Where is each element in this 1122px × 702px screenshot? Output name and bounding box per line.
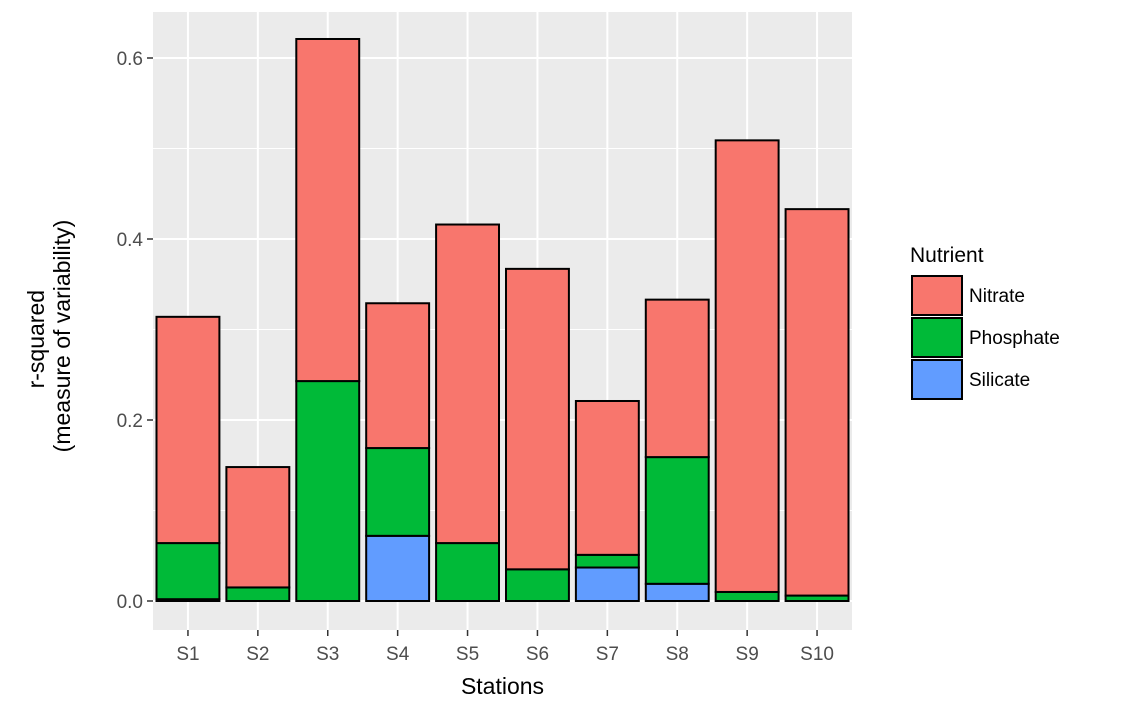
legend-label-phosphate: Phosphate: [969, 328, 1060, 349]
x-tick-label-s6: S6: [526, 644, 549, 665]
x-tick-label-s8: S8: [666, 644, 689, 665]
legend-label-nitrate: Nitrate: [969, 286, 1025, 307]
bar-segment-phosphate-s7: [574, 553, 640, 569]
x-tick-label-s2: S2: [246, 644, 269, 665]
bar-segment-phosphate-s8: [644, 456, 710, 585]
legend-label-silicate: Silicate: [969, 370, 1030, 391]
x-tick-label-s9: S9: [736, 644, 759, 665]
bar-segment-nitrate-s3: [295, 37, 361, 383]
bar-segment-nitrate-s10: [784, 208, 850, 597]
bar-segment-phosphate-s6: [504, 568, 570, 603]
bar-segment-phosphate-s2: [225, 586, 291, 602]
x-tick-label-s4: S4: [386, 644, 410, 665]
bar-segment-phosphate-s3: [295, 380, 361, 602]
bar-segment-phosphate-s5: [435, 542, 501, 603]
bar-segment-nitrate-s1: [155, 315, 221, 545]
bar-segment-nitrate-s6: [504, 267, 570, 571]
bar-segment-phosphate-s9: [714, 590, 780, 603]
bar-segment-nitrate-s9: [714, 139, 780, 593]
bar-segment-nitrate-s5: [435, 223, 501, 545]
y-axis-title-line-1: r-squared: [23, 290, 49, 388]
x-tick-label-s7: S7: [596, 644, 619, 665]
y-tick-label: 0.2: [117, 411, 143, 432]
bar-segment-nitrate-s2: [225, 466, 291, 589]
bar-segment-silicate-s8: [644, 582, 710, 602]
bar-segment-nitrate-s7: [574, 399, 640, 556]
legend: Nutrient Nitrate Phosphate Silicate: [910, 244, 1060, 400]
bar-segment-silicate-s7: [574, 566, 640, 603]
legend-key-phosphate: [911, 317, 963, 358]
x-axis-title: Stations: [461, 673, 544, 699]
legend-key-silicate: [911, 359, 963, 400]
bar-segment-phosphate-s4: [365, 447, 431, 537]
y-axis-title-line-2: (measure of variability): [49, 220, 75, 453]
x-tick-label-s3: S3: [316, 644, 339, 665]
y-tick-label: 0.6: [117, 49, 143, 70]
y-tick-label: 0.4: [117, 230, 144, 251]
y-tick-label: 0.0: [117, 592, 143, 613]
x-axis: S1 S2 S3 S4 S5 S6 S7 S8 S9 S10: [176, 630, 834, 665]
bar-segment-nitrate-s4: [365, 302, 431, 450]
x-tick-label-s5: S5: [456, 644, 479, 665]
y-axis-title: r-squared (measure of variability): [23, 220, 75, 453]
bar-segment-nitrate-s8: [644, 298, 710, 459]
x-tick-label-s1: S1: [176, 644, 199, 665]
bars-group: [155, 37, 850, 603]
x-tick-label-s10: S10: [800, 644, 834, 665]
y-axis: 0.0 0.2 0.4 0.6: [117, 49, 153, 613]
bar-segment-silicate-s4: [365, 534, 431, 603]
bar-segment-phosphate-s1: [155, 542, 221, 601]
legend-key-nitrate: [911, 275, 963, 316]
legend-title: Nutrient: [910, 244, 984, 267]
